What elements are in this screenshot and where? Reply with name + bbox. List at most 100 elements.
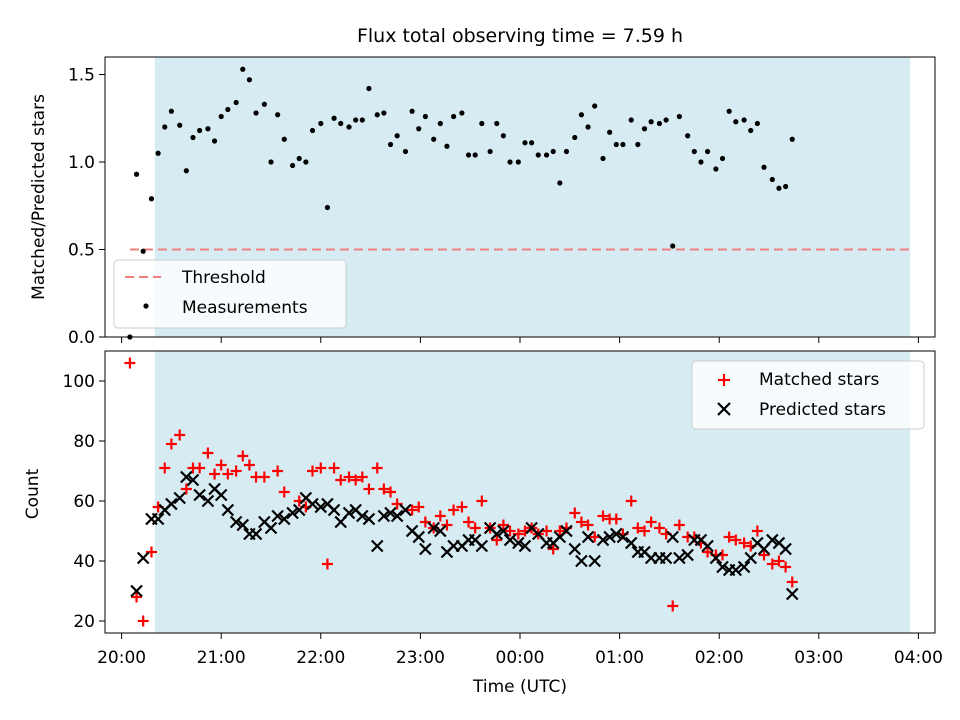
measurement-point [133,171,140,177]
matched-star-point [610,513,622,525]
matched-star-point [456,501,468,513]
measurement-point [451,113,457,120]
predicted-star-point [356,509,369,523]
predicted-star-point [151,512,165,526]
measurement-point [162,124,168,130]
measurement-point [246,77,253,83]
predicted-star-point [399,503,412,517]
measurement-point [177,122,183,128]
matched-star-point [504,525,516,537]
legend-predicted-swatch [717,402,731,416]
matched-star-point [673,519,685,531]
measurement-point [296,155,302,162]
measurement-point [431,136,437,142]
x-axis-label: Time (UTC) [472,677,567,697]
predicted-star-point [186,473,200,487]
x-tick-label: 23:00 [396,648,445,668]
measurement-point [557,180,563,186]
measurement-point [140,248,146,254]
x-tick-label: 00:00 [496,648,545,668]
predicted-star-point [744,551,758,565]
measurement-point [472,152,478,158]
bottom-y-axis-label: Count [23,468,43,519]
measurement-point [789,136,795,142]
predicted-star-point [130,584,143,598]
predicted-star-point [306,497,319,511]
predicted-star-point [342,506,356,520]
matched-star-point [165,438,177,450]
measurement-point [487,148,493,155]
matched-star-point [469,522,481,534]
measurement-point [387,141,394,148]
x-tick-label: 04:00 [894,648,943,668]
measurement-point [422,113,428,120]
predicted-star-point [610,527,623,541]
y-tick-label: 60 [73,492,95,512]
measurement-point [275,112,281,118]
y-tick-label: 20 [73,612,95,632]
predicted-star-point [214,488,228,502]
predicted-star-point [666,530,679,544]
measurement-point [168,108,174,114]
measurement-point [155,150,161,156]
legend-measurements-swatch [143,303,149,309]
predicted-star-point [588,554,601,568]
matched-star-point [137,615,149,627]
matched-star-point [413,501,425,513]
predicted-star-point [568,542,582,556]
measurement-point [761,164,767,170]
measurement-point [289,162,296,169]
measurement-point [183,168,189,174]
measurement-point [691,148,697,155]
measurement-point [331,115,337,121]
matched-star-point [639,525,650,537]
matched-star-point [645,516,657,528]
chart-title: Flux total observing time = 7.59 h [357,25,683,47]
measurement-point [309,127,316,134]
predicted-star-point [229,515,243,529]
matched-star-point [350,474,362,486]
measurement-point [635,141,641,148]
measurement-point [409,108,415,114]
predicted-star-point [384,506,397,520]
measurement-point [261,101,267,107]
measurement-point [620,141,626,148]
predicted-star-point [512,536,525,550]
matched-star-point [766,558,778,570]
predicted-star-point [249,527,263,541]
measurement-point [465,152,472,158]
top-panel: 0.0 0.5 1.0 1.5 Matched/Predicted stars Thr… [29,56,936,348]
matched-star-point [751,525,763,537]
top-y-axis-label: Matched/Predicted stars [29,94,49,300]
measurement-point [704,148,711,155]
measurement-point [211,138,218,144]
measurement-point [607,129,613,135]
predicted-star-point [596,533,610,547]
x-tick-label: 02:00 [695,648,744,668]
measurement-point [719,155,726,162]
predicted-star-point [390,509,404,523]
measurement-point [748,127,754,134]
measurement-point [563,148,570,155]
measurement-point [459,110,465,116]
matched-star-point [632,522,644,534]
predicted-star-point [701,539,714,553]
measurement-point [268,159,274,165]
predicted-star-point [419,542,432,556]
measurement-point [197,127,203,134]
matched-star-point [202,447,214,459]
predicted-star-point [165,497,178,511]
predicted-star-point [278,512,291,526]
measurement-point [253,110,259,116]
predicted-star-point [616,530,630,544]
predicted-star-point [327,503,341,517]
matched-star-point [378,483,390,495]
y-tick-label: 0.5 [68,241,95,261]
measurement-point [318,120,324,127]
measurement-point [281,136,287,142]
predicted-star-point [575,554,588,568]
matched-star-point [307,465,318,477]
matched-star-point [575,516,587,528]
matched-star-point [758,549,770,561]
